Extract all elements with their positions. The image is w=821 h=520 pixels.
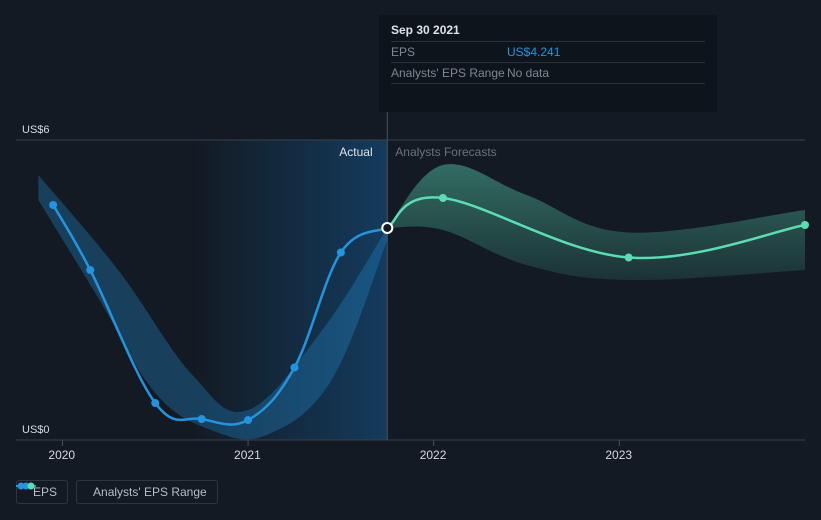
chart-tooltip: Sep 30 2021 EPS US$4.241 Analysts' EPS R…	[379, 15, 717, 112]
tooltip-value-nodata: No data	[507, 66, 549, 80]
tooltip-label: EPS	[391, 45, 507, 59]
y-axis-label: US$6	[22, 124, 50, 136]
x-axis-label: 2023	[605, 448, 632, 462]
tooltip-row-eps: EPS US$4.241	[391, 41, 705, 62]
legend-label: Analysts' EPS Range	[93, 485, 207, 499]
region-label-forecast: Analysts Forecasts	[395, 145, 496, 159]
tooltip-label: Analysts' EPS Range	[391, 66, 507, 80]
tooltip-date: Sep 30 2021	[391, 23, 705, 37]
region-label-actual: Actual	[339, 145, 372, 159]
tooltip-row-range: Analysts' EPS Range No data	[391, 62, 705, 83]
y-axis-label: US$0	[22, 424, 50, 436]
x-axis-label: 2021	[234, 448, 261, 462]
chart-legend: EPS Analysts' EPS Range	[16, 480, 218, 504]
legend-item-range[interactable]: Analysts' EPS Range	[76, 480, 218, 504]
tooltip-value-eps: US$4.241	[507, 45, 560, 59]
legend-label: EPS	[33, 485, 57, 499]
tooltip-spacer	[391, 83, 705, 104]
x-axis-label: 2020	[48, 448, 75, 462]
x-axis-label: 2022	[420, 448, 447, 462]
